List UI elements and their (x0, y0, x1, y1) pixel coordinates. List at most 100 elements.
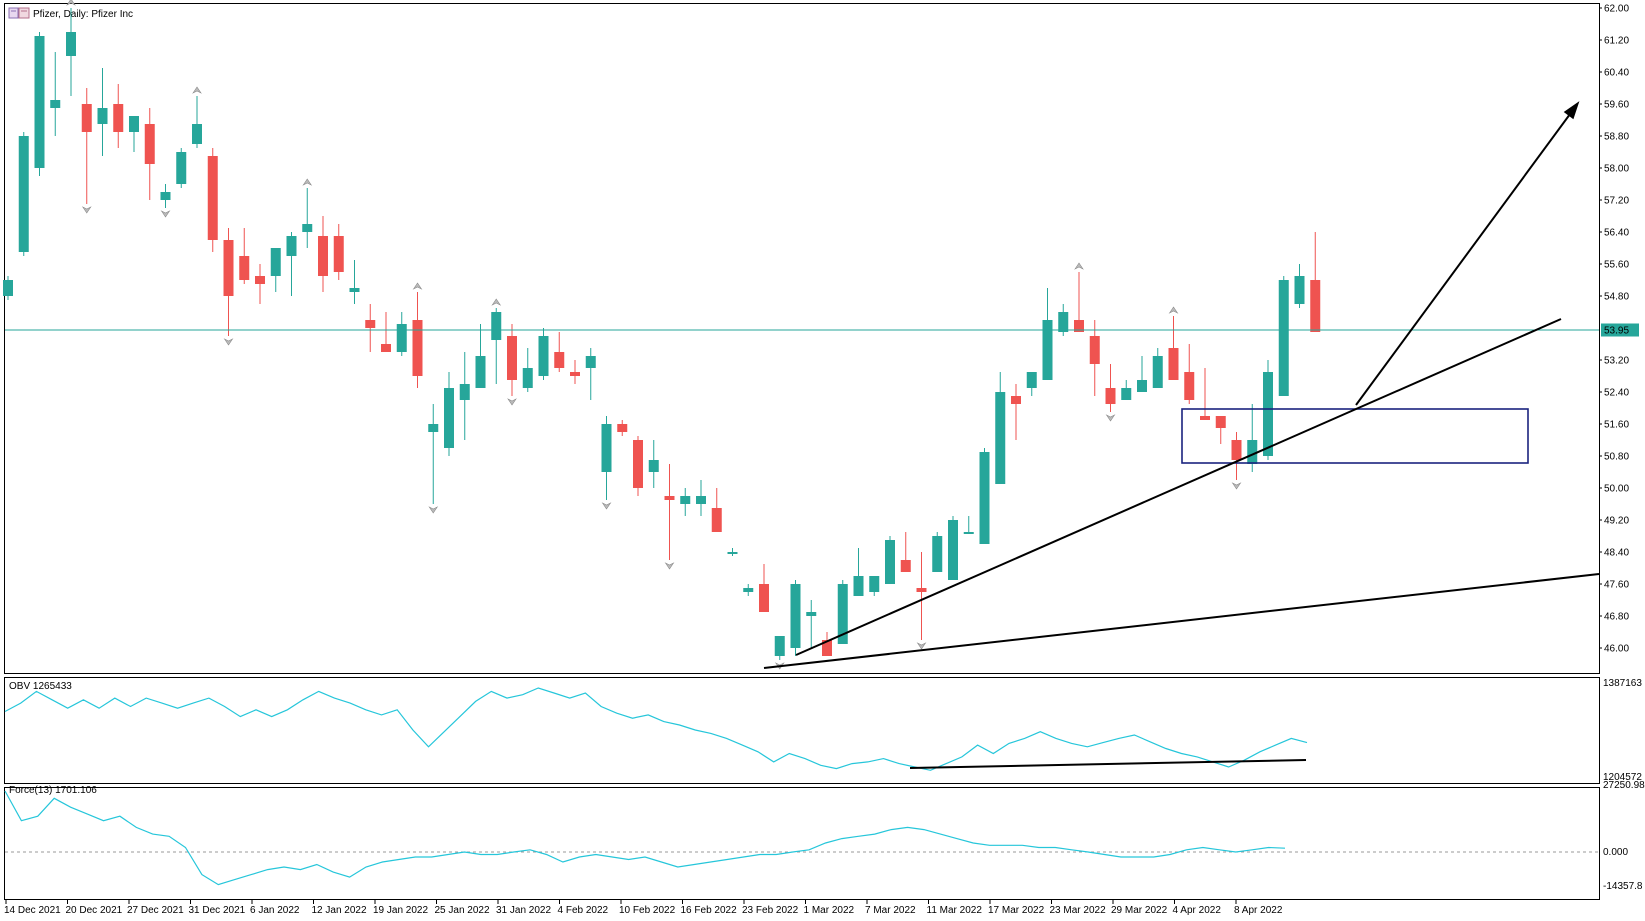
candle[interactable] (113, 84, 124, 148)
candle[interactable] (333, 224, 344, 280)
candle[interactable] (1200, 368, 1210, 420)
candle[interactable] (601, 416, 612, 500)
candle[interactable] (822, 632, 832, 656)
candle[interactable] (1089, 320, 1100, 396)
candle[interactable] (1011, 384, 1021, 440)
price-tick-label: 57.20 (1604, 196, 1629, 207)
candle[interactable] (475, 324, 486, 388)
candle[interactable] (948, 516, 958, 580)
candle[interactable] (34, 32, 45, 176)
candle[interactable] (18, 132, 29, 256)
candle[interactable] (144, 108, 155, 200)
candle[interactable] (885, 536, 895, 584)
candle[interactable] (743, 584, 754, 596)
candle[interactable] (522, 348, 533, 392)
candle[interactable] (790, 580, 801, 656)
candle[interactable] (963, 516, 974, 534)
projection-arrow[interactable] (1355, 109, 1574, 406)
candle[interactable] (806, 600, 817, 648)
candle[interactable] (1026, 372, 1037, 396)
candle[interactable] (680, 488, 691, 516)
candle[interactable] (1137, 356, 1147, 392)
candle[interactable] (869, 576, 880, 596)
candle[interactable] (286, 232, 297, 296)
obv-trendline[interactable] (909, 759, 1307, 769)
candle[interactable] (318, 216, 328, 292)
candle[interactable] (1105, 364, 1116, 412)
candle[interactable] (617, 420, 628, 436)
candle[interactable] (727, 548, 738, 556)
candle[interactable] (491, 308, 502, 384)
time-tick-label: 10 Feb 2022 (619, 905, 676, 916)
candle[interactable] (302, 188, 313, 248)
force-line (4, 790, 1286, 886)
time-tick-label: 12 Jan 2022 (312, 905, 367, 916)
candle[interactable] (176, 148, 187, 188)
candle[interactable] (916, 552, 927, 640)
price-tick-label: 51.60 (1604, 420, 1629, 431)
candle[interactable] (648, 440, 659, 488)
candle[interactable] (270, 248, 281, 292)
candle[interactable] (1231, 432, 1242, 480)
candle[interactable] (66, 8, 76, 96)
candle[interactable] (1058, 304, 1069, 336)
candle-body-bull (444, 388, 454, 448)
candle-body-bear (1105, 388, 1116, 404)
candle[interactable] (97, 68, 108, 156)
candle[interactable] (900, 532, 911, 572)
candle[interactable] (538, 328, 549, 380)
candle[interactable] (129, 116, 139, 152)
candle[interactable] (932, 532, 943, 572)
candle[interactable] (837, 580, 848, 644)
candle[interactable] (1263, 360, 1273, 460)
candle[interactable] (1310, 232, 1321, 332)
candle[interactable] (381, 312, 391, 352)
candle[interactable] (711, 488, 722, 532)
candle-body-bear (239, 256, 250, 280)
candle[interactable] (1294, 264, 1305, 308)
candle[interactable] (255, 264, 265, 304)
candle[interactable] (396, 312, 407, 356)
fractal-down-icon (664, 562, 675, 570)
candle[interactable] (223, 228, 234, 336)
candle[interactable] (192, 96, 202, 148)
candle[interactable] (1247, 404, 1258, 472)
candle[interactable] (459, 352, 470, 440)
trendline-upper[interactable] (795, 318, 1562, 656)
candle[interactable] (507, 324, 517, 396)
trendline-lower[interactable] (763, 573, 1600, 669)
candle[interactable] (3, 276, 13, 300)
candle[interactable] (585, 348, 596, 400)
candle[interactable] (696, 480, 706, 516)
candle[interactable] (774, 636, 785, 660)
candle[interactable] (365, 304, 376, 352)
candle[interactable] (444, 372, 454, 456)
candle[interactable] (1184, 344, 1195, 404)
candle[interactable] (1152, 348, 1163, 388)
candle[interactable] (1168, 316, 1179, 380)
candle-body-bull (129, 116, 139, 132)
candle[interactable] (349, 260, 360, 304)
candle[interactable] (554, 332, 565, 372)
candle[interactable] (412, 292, 423, 388)
candle[interactable] (81, 88, 92, 204)
candle[interactable] (1074, 272, 1084, 332)
candle[interactable] (664, 464, 675, 560)
candle[interactable] (570, 360, 580, 384)
candle[interactable] (979, 448, 990, 544)
candle[interactable] (1215, 416, 1226, 444)
candle-body-bear (1168, 348, 1179, 380)
candle[interactable] (633, 436, 643, 496)
candle[interactable] (50, 52, 61, 136)
candle[interactable] (239, 228, 250, 284)
candle[interactable] (1121, 380, 1132, 400)
candle-body-bear (381, 344, 391, 352)
candle[interactable] (1042, 288, 1053, 380)
candle[interactable] (1278, 276, 1289, 396)
candle[interactable] (995, 372, 1006, 484)
candle[interactable] (428, 404, 439, 504)
candle[interactable] (853, 548, 864, 596)
candle[interactable] (759, 564, 769, 612)
candle[interactable] (160, 184, 171, 208)
candle[interactable] (207, 148, 218, 252)
